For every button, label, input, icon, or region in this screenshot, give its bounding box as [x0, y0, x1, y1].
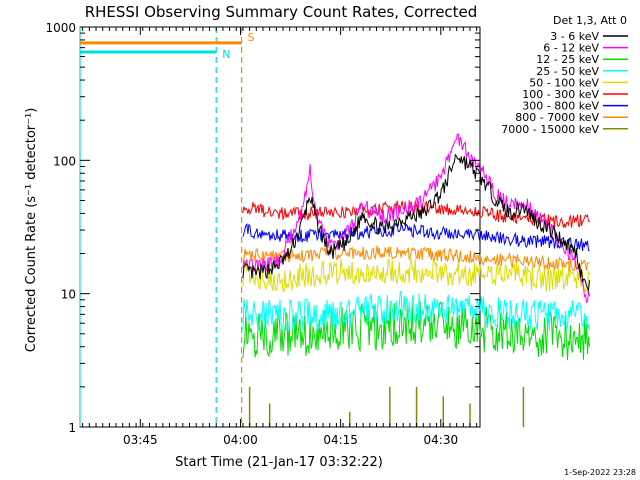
- series-line-50-100keV: [242, 257, 590, 294]
- footer-date: 1-Sep-2022 23:28: [564, 468, 636, 477]
- flag-label: S: [248, 31, 255, 44]
- legend-entry-label: 300 - 800 keV: [522, 100, 599, 113]
- series-line-25-50keV: [242, 290, 590, 332]
- axes-frame: [79, 26, 481, 428]
- legend-header: Det 1,3, Att 0: [553, 14, 627, 27]
- flag-label: N: [222, 48, 230, 61]
- series-line-3-6keV: [242, 153, 590, 293]
- legend-entry-label: 7000 - 15000 keV: [501, 123, 599, 136]
- x-tick-label: 04:00: [223, 433, 258, 447]
- series-line-12-25keV: [242, 301, 590, 361]
- legend-entry-label: 6 - 12 keV: [543, 42, 599, 55]
- legend-entry-label: 800 - 7000 keV: [515, 111, 599, 124]
- y-tick-label: 10: [61, 288, 76, 302]
- series-line-300-800keV: [242, 222, 590, 252]
- legend-entry-label: 3 - 6 keV: [550, 30, 599, 43]
- y-axis-label: Corrected Count Rate (s⁻¹ detector⁻¹): [24, 108, 39, 353]
- x-tick-label: 04:15: [323, 433, 358, 447]
- y-tick-label: 1: [68, 421, 76, 435]
- legend-entry-label: 50 - 100 keV: [529, 76, 599, 89]
- flags-layer: NS: [80, 31, 255, 61]
- y-tick-label: 1000: [45, 21, 76, 35]
- chart-title: RHESSI Observing Summary Count Rates, Co…: [85, 3, 478, 21]
- x-tick-label: 03:45: [123, 433, 158, 447]
- legend-entry-label: 12 - 25 keV: [536, 53, 599, 66]
- ticks-layer: 03:45 04:00 04:15 04:30 1 10 100 1000: [45, 21, 480, 447]
- x-tick-label: 04:30: [424, 433, 459, 447]
- series-line-800-7000keV: [242, 245, 590, 273]
- vertical-lines-layer: [79, 27, 243, 427]
- legend-entry-label: 25 - 50 keV: [536, 65, 599, 78]
- series-layer: [242, 133, 590, 427]
- legend-entry-label: 100 - 300 keV: [522, 88, 599, 101]
- x-axis-label: Start Time (21-Jan-17 03:32:22): [175, 455, 383, 470]
- y-tick-label: 100: [53, 154, 76, 168]
